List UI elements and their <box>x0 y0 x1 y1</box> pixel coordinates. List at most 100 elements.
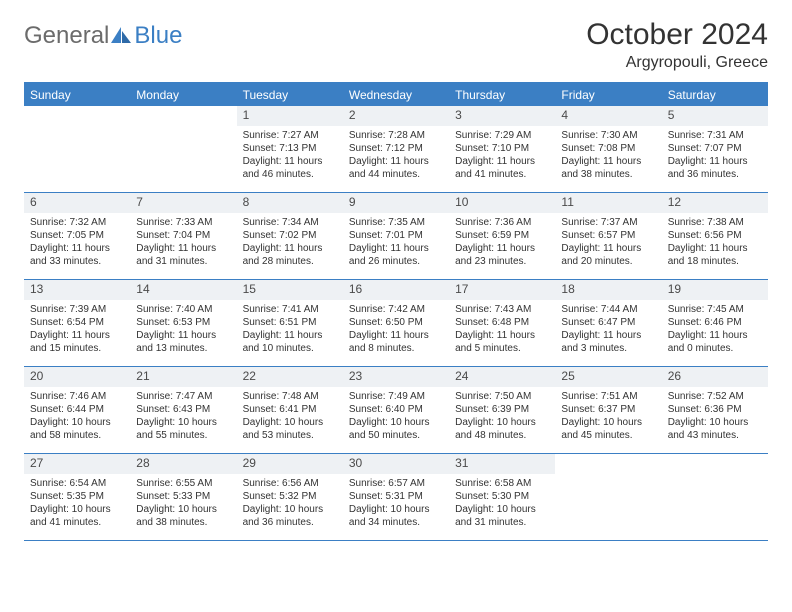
sunset-text: Sunset: 7:07 PM <box>668 142 762 155</box>
sunrise-text: Sunrise: 6:54 AM <box>30 477 124 490</box>
sunrise-text: Sunrise: 7:27 AM <box>243 129 337 142</box>
sunset-text: Sunset: 7:10 PM <box>455 142 549 155</box>
sunrise-text: Sunrise: 7:39 AM <box>30 303 124 316</box>
daylight-text: and 38 minutes. <box>136 516 230 529</box>
daylight-text: Daylight: 11 hours <box>136 242 230 255</box>
location: Argyropouli, Greece <box>586 54 768 72</box>
daylight-text: Daylight: 11 hours <box>561 155 655 168</box>
day-number: 21 <box>130 367 236 387</box>
daylight-text: and 46 minutes. <box>243 168 337 181</box>
calendar: Sunday Monday Tuesday Wednesday Thursday… <box>24 82 768 541</box>
daylight-text: and 28 minutes. <box>243 255 337 268</box>
day-number: 22 <box>237 367 343 387</box>
day-number: 25 <box>555 367 661 387</box>
day-cell: 26Sunrise: 7:52 AMSunset: 6:36 PMDayligh… <box>662 367 768 453</box>
day-cell: 4Sunrise: 7:30 AMSunset: 7:08 PMDaylight… <box>555 106 661 192</box>
day-number: 14 <box>130 280 236 300</box>
weekday-header: Wednesday <box>343 84 449 106</box>
day-number: 28 <box>130 454 236 474</box>
daylight-text: and 43 minutes. <box>668 429 762 442</box>
daylight-text: Daylight: 10 hours <box>455 416 549 429</box>
day-cell: 31Sunrise: 6:58 AMSunset: 5:30 PMDayligh… <box>449 454 555 540</box>
daylight-text: and 33 minutes. <box>30 255 124 268</box>
day-cell: 20Sunrise: 7:46 AMSunset: 6:44 PMDayligh… <box>24 367 130 453</box>
sunrise-text: Sunrise: 6:58 AM <box>455 477 549 490</box>
sunset-text: Sunset: 6:36 PM <box>668 403 762 416</box>
day-number: 17 <box>449 280 555 300</box>
daylight-text: and 41 minutes. <box>455 168 549 181</box>
sunrise-text: Sunrise: 6:55 AM <box>136 477 230 490</box>
day-body: Sunrise: 7:52 AMSunset: 6:36 PMDaylight:… <box>662 387 768 446</box>
daylight-text: Daylight: 11 hours <box>30 329 124 342</box>
day-body: Sunrise: 7:41 AMSunset: 6:51 PMDaylight:… <box>237 300 343 359</box>
day-cell: 21Sunrise: 7:47 AMSunset: 6:43 PMDayligh… <box>130 367 236 453</box>
daylight-text: and 5 minutes. <box>455 342 549 355</box>
day-body: Sunrise: 7:27 AMSunset: 7:13 PMDaylight:… <box>237 126 343 185</box>
day-number: 9 <box>343 193 449 213</box>
daylight-text: Daylight: 11 hours <box>243 242 337 255</box>
sunrise-text: Sunrise: 7:46 AM <box>30 390 124 403</box>
sunrise-text: Sunrise: 6:57 AM <box>349 477 443 490</box>
day-cell <box>130 106 236 192</box>
sunset-text: Sunset: 6:59 PM <box>455 229 549 242</box>
weekday-header: Saturday <box>662 84 768 106</box>
sunset-text: Sunset: 6:54 PM <box>30 316 124 329</box>
day-cell: 12Sunrise: 7:38 AMSunset: 6:56 PMDayligh… <box>662 193 768 279</box>
day-body: Sunrise: 7:28 AMSunset: 7:12 PMDaylight:… <box>343 126 449 185</box>
daylight-text: and 10 minutes. <box>243 342 337 355</box>
sunrise-text: Sunrise: 7:35 AM <box>349 216 443 229</box>
day-number: 30 <box>343 454 449 474</box>
daylight-text: Daylight: 10 hours <box>136 416 230 429</box>
day-number: 1 <box>237 106 343 126</box>
day-body: Sunrise: 7:30 AMSunset: 7:08 PMDaylight:… <box>555 126 661 185</box>
sunrise-text: Sunrise: 7:43 AM <box>455 303 549 316</box>
daylight-text: Daylight: 10 hours <box>136 503 230 516</box>
daylight-text: Daylight: 11 hours <box>455 155 549 168</box>
day-cell: 2Sunrise: 7:28 AMSunset: 7:12 PMDaylight… <box>343 106 449 192</box>
daylight-text: and 15 minutes. <box>30 342 124 355</box>
sunset-text: Sunset: 6:43 PM <box>136 403 230 416</box>
sunset-text: Sunset: 7:05 PM <box>30 229 124 242</box>
sunrise-text: Sunrise: 7:41 AM <box>243 303 337 316</box>
daylight-text: Daylight: 11 hours <box>668 242 762 255</box>
daylight-text: Daylight: 10 hours <box>561 416 655 429</box>
weeks-container: 1Sunrise: 7:27 AMSunset: 7:13 PMDaylight… <box>24 106 768 541</box>
daylight-text: Daylight: 11 hours <box>349 329 443 342</box>
day-cell: 6Sunrise: 7:32 AMSunset: 7:05 PMDaylight… <box>24 193 130 279</box>
day-body: Sunrise: 7:34 AMSunset: 7:02 PMDaylight:… <box>237 213 343 272</box>
sunrise-text: Sunrise: 7:51 AM <box>561 390 655 403</box>
sunrise-text: Sunrise: 7:36 AM <box>455 216 549 229</box>
day-cell: 17Sunrise: 7:43 AMSunset: 6:48 PMDayligh… <box>449 280 555 366</box>
sunset-text: Sunset: 5:35 PM <box>30 490 124 503</box>
sunset-text: Sunset: 6:47 PM <box>561 316 655 329</box>
daylight-text: Daylight: 10 hours <box>30 503 124 516</box>
sunrise-text: Sunrise: 7:30 AM <box>561 129 655 142</box>
daylight-text: Daylight: 11 hours <box>349 242 443 255</box>
day-body: Sunrise: 7:45 AMSunset: 6:46 PMDaylight:… <box>662 300 768 359</box>
daylight-text: and 31 minutes. <box>455 516 549 529</box>
day-cell: 15Sunrise: 7:41 AMSunset: 6:51 PMDayligh… <box>237 280 343 366</box>
daylight-text: and 55 minutes. <box>136 429 230 442</box>
sunset-text: Sunset: 6:56 PM <box>668 229 762 242</box>
sunset-text: Sunset: 7:13 PM <box>243 142 337 155</box>
weekday-header: Thursday <box>449 84 555 106</box>
header: General Blue October 2024 Argyropouli, G… <box>24 18 768 72</box>
day-body: Sunrise: 7:37 AMSunset: 6:57 PMDaylight:… <box>555 213 661 272</box>
daylight-text: and 58 minutes. <box>30 429 124 442</box>
sunset-text: Sunset: 7:04 PM <box>136 229 230 242</box>
day-cell: 1Sunrise: 7:27 AMSunset: 7:13 PMDaylight… <box>237 106 343 192</box>
daylight-text: and 48 minutes. <box>455 429 549 442</box>
daylight-text: Daylight: 11 hours <box>668 329 762 342</box>
sunrise-text: Sunrise: 7:33 AM <box>136 216 230 229</box>
day-cell: 9Sunrise: 7:35 AMSunset: 7:01 PMDaylight… <box>343 193 449 279</box>
day-cell: 19Sunrise: 7:45 AMSunset: 6:46 PMDayligh… <box>662 280 768 366</box>
day-body: Sunrise: 7:47 AMSunset: 6:43 PMDaylight:… <box>130 387 236 446</box>
day-cell <box>662 454 768 540</box>
day-number: 16 <box>343 280 449 300</box>
day-cell: 24Sunrise: 7:50 AMSunset: 6:39 PMDayligh… <box>449 367 555 453</box>
calendar-page: General Blue October 2024 Argyropouli, G… <box>0 0 792 551</box>
day-cell: 14Sunrise: 7:40 AMSunset: 6:53 PMDayligh… <box>130 280 236 366</box>
day-body: Sunrise: 7:46 AMSunset: 6:44 PMDaylight:… <box>24 387 130 446</box>
day-number: 10 <box>449 193 555 213</box>
sunset-text: Sunset: 5:30 PM <box>455 490 549 503</box>
